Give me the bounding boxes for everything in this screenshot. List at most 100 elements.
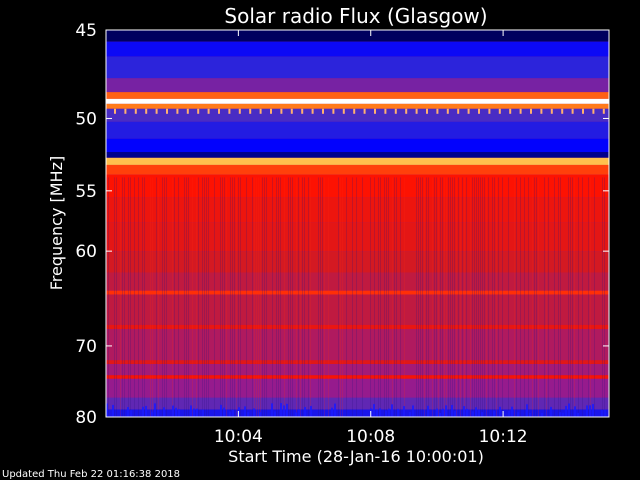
texture-line bbox=[188, 177, 189, 417]
texture-line bbox=[565, 405, 567, 417]
frequency-band-2 bbox=[106, 56, 609, 79]
texture-line bbox=[446, 177, 447, 417]
texture-line bbox=[442, 177, 443, 417]
texture-line bbox=[254, 177, 255, 417]
texture-line bbox=[152, 177, 153, 417]
texture-line bbox=[172, 177, 173, 417]
texture-line bbox=[154, 403, 156, 417]
texture-line bbox=[582, 108, 584, 114]
texture-line bbox=[196, 408, 198, 417]
y-tick-label: 70 bbox=[75, 337, 97, 357]
texture-line bbox=[346, 177, 347, 417]
texture-line bbox=[388, 408, 390, 417]
texture-line bbox=[230, 177, 231, 417]
texture-line bbox=[108, 177, 109, 417]
texture-line bbox=[138, 177, 139, 417]
frequency-band-12 bbox=[106, 164, 609, 175]
texture-line bbox=[458, 177, 459, 417]
texture-line bbox=[124, 177, 125, 417]
frequency-band-17 bbox=[106, 272, 609, 291]
texture-line bbox=[127, 407, 129, 417]
texture-line bbox=[426, 108, 428, 114]
texture-line bbox=[124, 108, 127, 114]
texture-line bbox=[272, 177, 273, 417]
plot-frame bbox=[105, 29, 610, 418]
texture-line bbox=[594, 177, 595, 417]
texture-line bbox=[186, 108, 189, 114]
texture-line bbox=[602, 177, 603, 417]
texture-line bbox=[409, 411, 411, 417]
texture-line bbox=[516, 177, 517, 417]
texture-line bbox=[496, 177, 497, 417]
texture-line bbox=[164, 177, 165, 417]
y-axis-label: Frequency [MHz] bbox=[47, 156, 66, 290]
texture-line bbox=[292, 177, 293, 417]
texture-line bbox=[472, 411, 474, 417]
texture-line bbox=[604, 409, 606, 417]
texture-line bbox=[220, 177, 221, 417]
y-tick-label: 60 bbox=[75, 242, 97, 262]
texture-line bbox=[478, 409, 480, 417]
frequency-band-5 bbox=[106, 98, 609, 104]
texture-line bbox=[499, 406, 501, 417]
texture-line bbox=[374, 108, 376, 114]
texture-line bbox=[404, 177, 405, 417]
texture-line bbox=[427, 405, 429, 417]
texture-line bbox=[540, 108, 543, 114]
texture-line bbox=[331, 407, 333, 417]
frequency-band-3 bbox=[106, 78, 609, 93]
spectrogram-texture bbox=[106, 108, 609, 417]
y-tick-label: 50 bbox=[75, 109, 97, 129]
texture-line bbox=[134, 108, 137, 114]
texture-line bbox=[536, 177, 537, 417]
texture-line bbox=[426, 177, 427, 417]
texture-line bbox=[142, 177, 143, 417]
texture-line bbox=[174, 177, 175, 417]
texture-line bbox=[112, 404, 114, 417]
texture-line bbox=[259, 412, 261, 417]
frequency-band-23 bbox=[106, 364, 609, 376]
texture-line bbox=[162, 177, 163, 417]
texture-line bbox=[532, 177, 533, 417]
texture-line bbox=[274, 411, 276, 417]
texture-line bbox=[280, 403, 282, 417]
texture-line bbox=[310, 405, 312, 417]
updated-timestamp: Updated Thu Feb 22 01:16:38 2018 bbox=[2, 469, 180, 480]
frequency-band-10 bbox=[106, 152, 609, 158]
texture-line bbox=[214, 177, 215, 417]
texture-line bbox=[502, 177, 503, 417]
texture-line bbox=[508, 177, 509, 417]
frequency-band-8 bbox=[106, 121, 609, 139]
texture-line bbox=[295, 412, 297, 417]
texture-line bbox=[456, 177, 457, 417]
texture-line bbox=[571, 108, 574, 114]
texture-line bbox=[157, 409, 159, 417]
texture-line bbox=[438, 177, 439, 417]
frequency-band-1 bbox=[106, 41, 609, 57]
texture-line bbox=[378, 177, 379, 417]
texture-line bbox=[450, 177, 451, 417]
texture-line bbox=[311, 108, 314, 114]
texture-line bbox=[386, 177, 387, 417]
texture-line bbox=[271, 403, 273, 417]
texture-line bbox=[142, 406, 144, 417]
texture-line bbox=[466, 177, 467, 417]
texture-line bbox=[290, 177, 291, 417]
plot-area bbox=[106, 30, 609, 417]
texture-line bbox=[484, 177, 485, 417]
texture-line bbox=[538, 177, 539, 417]
texture-line bbox=[222, 177, 223, 417]
texture-line bbox=[150, 177, 151, 417]
texture-line bbox=[116, 177, 117, 417]
texture-line bbox=[388, 177, 389, 417]
texture-line bbox=[482, 177, 483, 417]
frequency-band-16 bbox=[106, 251, 609, 273]
texture-line bbox=[572, 177, 573, 417]
texture-line bbox=[198, 177, 199, 417]
texture-line bbox=[559, 412, 561, 417]
texture-line bbox=[155, 108, 158, 114]
frequency-band-27 bbox=[106, 409, 609, 417]
texture-line bbox=[488, 108, 491, 114]
